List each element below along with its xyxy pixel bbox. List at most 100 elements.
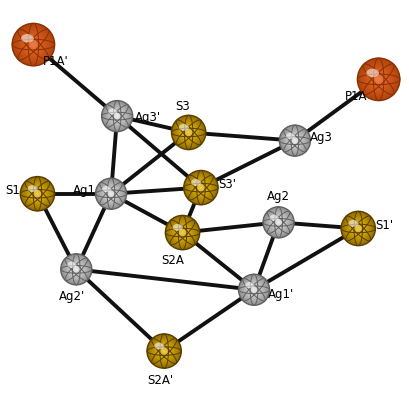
Ellipse shape [271,216,285,230]
Ellipse shape [272,216,284,229]
Ellipse shape [30,187,45,202]
Ellipse shape [185,130,192,137]
Ellipse shape [162,349,166,353]
Ellipse shape [191,179,210,197]
Ellipse shape [61,255,91,285]
Ellipse shape [266,211,290,235]
Ellipse shape [185,173,216,204]
Ellipse shape [20,32,47,59]
Ellipse shape [244,281,263,299]
Ellipse shape [251,288,256,292]
Ellipse shape [249,286,257,294]
Ellipse shape [356,227,359,230]
Ellipse shape [64,257,88,282]
Ellipse shape [105,188,117,200]
Ellipse shape [111,112,122,122]
Ellipse shape [15,28,51,64]
Ellipse shape [368,71,387,90]
Ellipse shape [181,232,183,234]
Ellipse shape [100,183,121,205]
Ellipse shape [96,180,126,209]
Ellipse shape [62,256,90,284]
Ellipse shape [190,178,211,198]
Ellipse shape [25,37,42,54]
Ellipse shape [263,208,292,237]
Ellipse shape [163,350,164,352]
Ellipse shape [275,220,281,226]
Ellipse shape [279,126,309,156]
Ellipse shape [184,129,193,138]
Ellipse shape [270,214,286,231]
Text: S1: S1 [5,184,20,197]
Ellipse shape [108,192,113,197]
Ellipse shape [290,138,298,145]
Ellipse shape [173,223,191,242]
Ellipse shape [108,108,126,125]
Ellipse shape [156,344,171,359]
Ellipse shape [186,173,215,203]
Ellipse shape [180,231,184,235]
Ellipse shape [26,38,41,53]
Ellipse shape [173,224,191,242]
Ellipse shape [116,116,118,118]
Ellipse shape [357,60,398,100]
Ellipse shape [350,221,365,237]
Ellipse shape [74,268,78,271]
Ellipse shape [359,61,397,99]
Ellipse shape [153,340,175,362]
Ellipse shape [276,221,279,224]
Ellipse shape [342,214,373,244]
Ellipse shape [104,188,118,201]
Ellipse shape [108,109,117,115]
Ellipse shape [273,218,283,228]
Ellipse shape [180,126,196,141]
Ellipse shape [177,228,187,238]
Ellipse shape [187,131,190,135]
Ellipse shape [290,137,299,146]
Ellipse shape [165,216,199,250]
Text: Ag3: Ag3 [309,131,332,144]
Ellipse shape [170,221,194,245]
Ellipse shape [269,215,278,221]
Ellipse shape [267,212,289,234]
Ellipse shape [109,193,112,196]
Ellipse shape [72,266,80,273]
Ellipse shape [67,260,85,279]
Ellipse shape [159,346,169,356]
Ellipse shape [362,64,393,96]
Ellipse shape [179,124,198,142]
Ellipse shape [360,62,396,98]
Ellipse shape [193,181,207,195]
Ellipse shape [65,258,88,281]
Ellipse shape [69,263,83,277]
Ellipse shape [246,282,261,298]
Ellipse shape [171,116,205,150]
Ellipse shape [102,187,111,193]
Ellipse shape [178,125,189,131]
Ellipse shape [242,278,265,301]
Ellipse shape [21,178,54,211]
Ellipse shape [150,337,178,365]
Ellipse shape [357,228,358,230]
Ellipse shape [345,217,369,241]
Ellipse shape [16,28,50,62]
Ellipse shape [344,216,370,242]
Ellipse shape [187,132,189,134]
Ellipse shape [107,190,115,198]
Ellipse shape [115,114,119,119]
Ellipse shape [28,40,38,51]
Ellipse shape [183,128,193,138]
Ellipse shape [24,180,51,208]
Ellipse shape [276,221,280,225]
Ellipse shape [176,227,188,239]
Ellipse shape [341,213,373,245]
Ellipse shape [193,180,208,196]
Ellipse shape [247,283,261,297]
Ellipse shape [101,101,133,132]
Text: Ag3': Ag3' [135,110,160,123]
Ellipse shape [340,212,375,246]
Ellipse shape [73,266,79,273]
Ellipse shape [31,188,43,200]
Ellipse shape [98,181,124,207]
Ellipse shape [200,188,201,189]
